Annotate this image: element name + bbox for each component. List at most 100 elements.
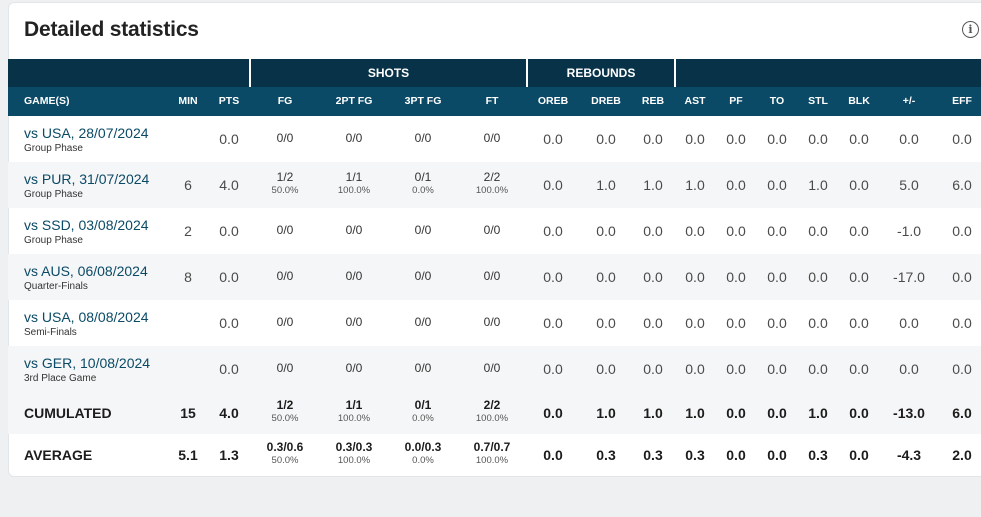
game-link[interactable]: vs PUR, 31/07/2024 bbox=[24, 171, 150, 187]
column-header-stl[interactable]: STL bbox=[808, 95, 828, 107]
cell-plus-minus: 0.0 bbox=[899, 315, 919, 331]
cell-eff: 0.0 bbox=[952, 315, 972, 331]
cell-ft: 0/0 bbox=[457, 315, 527, 329]
table-row: vs AUS, 06/08/2024 Quarter-Finals 8 0.0 0/0 0… bbox=[8, 254, 981, 300]
game-cell[interactable]: vs USA, 28/07/2024 Group Phase bbox=[24, 125, 149, 154]
shot-value: 0/0 bbox=[483, 361, 501, 375]
cell-dreb: 0.0 bbox=[596, 315, 616, 331]
shot-value: 0/0 bbox=[345, 131, 363, 145]
summary-row: CUMULATED 15 4.0 1/2 50.0% 1/1 100.0% 0/1 0.0% 2/… bbox=[8, 392, 981, 434]
game-link[interactable]: vs SSD, 03/08/2024 bbox=[24, 217, 149, 233]
game-phase: Group Phase bbox=[24, 189, 83, 200]
cell-pts: 1.3 bbox=[219, 447, 239, 463]
cell-min: 15 bbox=[180, 405, 196, 421]
game-link[interactable]: vs GER, 10/08/2024 bbox=[24, 355, 151, 371]
game-link[interactable]: vs USA, 08/08/2024 bbox=[24, 309, 149, 325]
shot-value: 0/0 bbox=[276, 269, 294, 283]
column-header-reb[interactable]: REB bbox=[641, 95, 665, 107]
shot-value: 0.7/0.7 bbox=[473, 440, 511, 454]
shot-value: 0/0 bbox=[414, 131, 432, 145]
cell-ft: 0/0 bbox=[457, 131, 527, 145]
cell-blk: 0.0 bbox=[849, 361, 869, 377]
shot-value: 2/2 bbox=[483, 398, 501, 412]
cell-dreb: 0.0 bbox=[596, 131, 616, 147]
cell-fg3: 0.0/0.3 0.0% bbox=[388, 440, 458, 468]
column-header-fg2[interactable]: 2PT FG bbox=[335, 95, 373, 107]
column-header-pts[interactable]: PTS bbox=[218, 95, 240, 107]
column-header-dreb[interactable]: DREB bbox=[591, 95, 621, 107]
cell-pf: 0.0 bbox=[726, 447, 746, 463]
shot-value: 0/0 bbox=[345, 361, 363, 375]
cell-ft: 0/0 bbox=[457, 361, 527, 375]
cell-ast: 0.0 bbox=[685, 131, 705, 147]
cell-oreb: 0.0 bbox=[543, 269, 563, 285]
column-header-pf[interactable]: PF bbox=[729, 95, 743, 107]
game-link[interactable]: vs AUS, 06/08/2024 bbox=[24, 263, 148, 279]
table-row: vs USA, 08/08/2024 Semi-Finals 0.0 0/0 0/0 0/… bbox=[8, 300, 981, 346]
column-header-games[interactable]: GAME(S) bbox=[24, 95, 70, 107]
game-cell[interactable]: vs GER, 10/08/2024 3rd Place Game bbox=[24, 355, 150, 384]
shot-value: 0.0/0.3 bbox=[404, 440, 442, 454]
cell-to: 0.0 bbox=[767, 361, 787, 377]
cell-ast: 0.0 bbox=[685, 361, 705, 377]
cell-pts: 0.0 bbox=[219, 223, 239, 239]
shot-percentage: 0.0% bbox=[412, 185, 434, 196]
shot-value: 0/0 bbox=[483, 269, 501, 283]
shot-percentage: 100.0% bbox=[475, 413, 509, 424]
game-phase: 3rd Place Game bbox=[24, 373, 97, 384]
column-header-fg3[interactable]: 3PT FG bbox=[404, 95, 442, 107]
cell-ft: 0/0 bbox=[457, 223, 527, 237]
cell-ast: 0.3 bbox=[685, 447, 705, 463]
cell-dreb: 1.0 bbox=[596, 405, 616, 421]
cell-oreb: 0.0 bbox=[543, 131, 563, 147]
cell-pts: 4.0 bbox=[219, 405, 239, 421]
game-link[interactable]: vs USA, 28/07/2024 bbox=[24, 125, 149, 141]
column-header-blk[interactable]: BLK bbox=[848, 95, 870, 107]
table-row: vs GER, 10/08/2024 3rd Place Game 0.0 0/0 0/… bbox=[8, 346, 981, 392]
column-header-plus-minus[interactable]: +/- bbox=[902, 95, 916, 107]
cell-reb: 0.3 bbox=[643, 447, 663, 463]
game-cell[interactable]: vs AUS, 06/08/2024 Quarter-Finals bbox=[24, 263, 148, 292]
group-label-rebounds: REBOUNDS bbox=[566, 66, 636, 80]
column-header-ft[interactable]: FT bbox=[485, 95, 499, 107]
group-header-rest bbox=[676, 59, 981, 87]
game-cell[interactable]: vs PUR, 31/07/2024 Group Phase bbox=[24, 171, 149, 200]
cell-pts: 0.0 bbox=[219, 131, 239, 147]
group-header-band bbox=[8, 59, 249, 87]
shot-value: 0/0 bbox=[276, 131, 294, 145]
cell-reb: 0.0 bbox=[643, 315, 663, 331]
cell-ft: 2/2 100.0% bbox=[457, 170, 527, 198]
cell-fg2: 0/0 bbox=[319, 223, 389, 237]
row-label: CUMULATED bbox=[24, 405, 112, 421]
game-cell[interactable]: vs USA, 08/08/2024 Semi-Finals bbox=[24, 309, 149, 338]
cell-eff: 6.0 bbox=[952, 405, 972, 421]
cell-stl: 0.0 bbox=[808, 223, 828, 239]
shot-value: 0/0 bbox=[345, 223, 363, 237]
cell-fg3: 0/0 bbox=[388, 361, 458, 375]
cell-fg3: 0/0 bbox=[388, 315, 458, 329]
game-cell[interactable]: vs SSD, 03/08/2024 Group Phase bbox=[24, 217, 149, 246]
cell-fg: 0/0 bbox=[250, 269, 320, 283]
cell-ast: 1.0 bbox=[685, 405, 705, 421]
cell-pf: 0.0 bbox=[726, 131, 746, 147]
game-phase: Group Phase bbox=[24, 143, 83, 154]
cell-blk: 0.0 bbox=[849, 177, 869, 193]
cell-ft: 2/2 100.0% bbox=[457, 398, 527, 426]
column-header-row bbox=[8, 87, 981, 116]
column-header-fg[interactable]: FG bbox=[277, 95, 293, 107]
column-header-oreb[interactable]: OREB bbox=[537, 95, 569, 107]
page-title: Detailed statistics bbox=[24, 18, 199, 41]
cell-pf: 0.0 bbox=[726, 269, 746, 285]
shot-percentage: 50.0% bbox=[271, 185, 299, 196]
info-icon[interactable]: i bbox=[962, 21, 979, 38]
cell-fg: 1/2 50.0% bbox=[250, 170, 320, 198]
column-header-ast[interactable]: AST bbox=[684, 95, 706, 107]
cell-stl: 1.0 bbox=[808, 177, 828, 193]
cell-plus-minus: -17.0 bbox=[893, 269, 925, 285]
cell-fg3: 0/0 bbox=[388, 223, 458, 237]
column-header-min[interactable]: MIN bbox=[178, 95, 198, 107]
cell-fg2: 0/0 bbox=[319, 361, 389, 375]
cell-oreb: 0.0 bbox=[543, 447, 563, 463]
column-header-to[interactable]: TO bbox=[769, 95, 785, 107]
column-header-eff[interactable]: EFF bbox=[952, 95, 972, 107]
